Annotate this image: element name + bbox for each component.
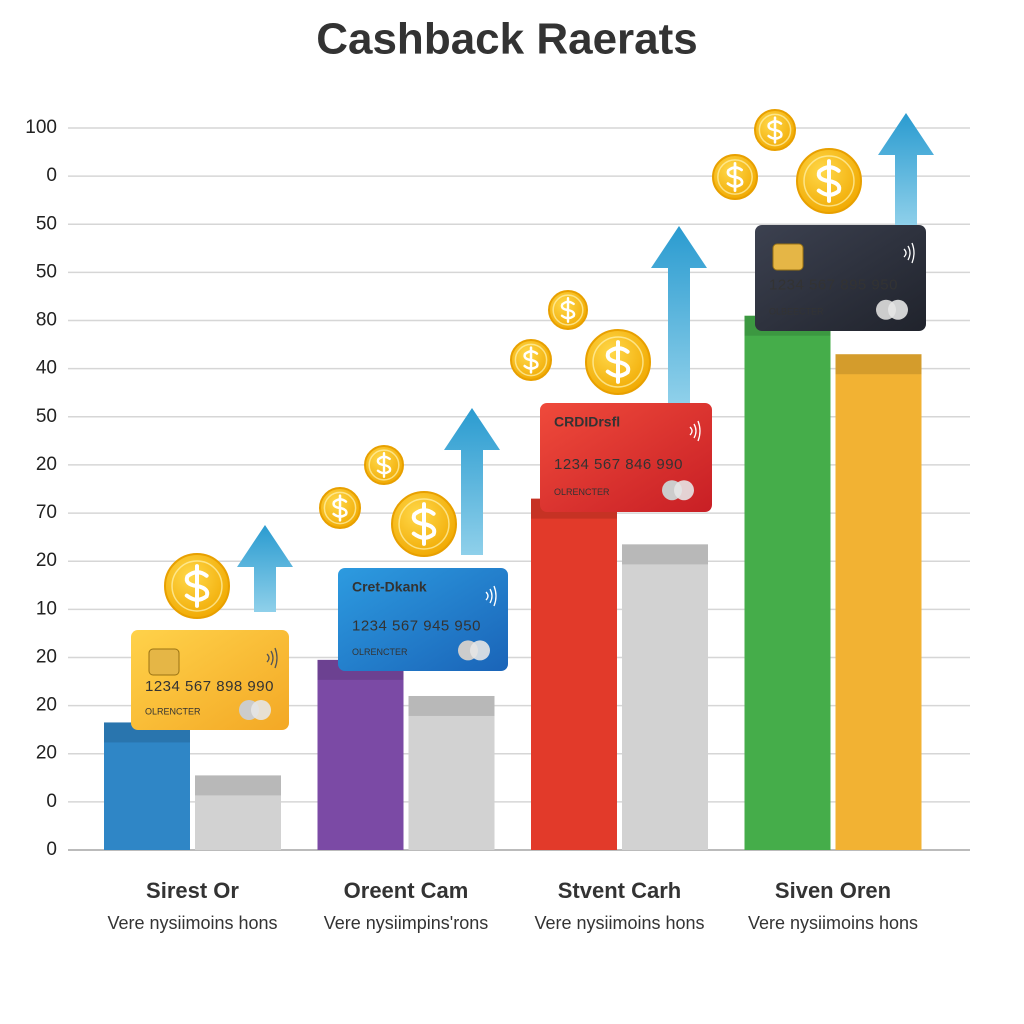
coin-rim: [514, 343, 548, 377]
y-tick-label: 20: [36, 646, 57, 667]
y-tick-label: 0: [46, 839, 57, 860]
card-brand: CRDIDrsfl: [554, 414, 620, 430]
y-tick-label: 10: [36, 598, 57, 619]
bar: [744, 315, 831, 851]
arrow: [444, 408, 500, 555]
coin-symbol: [411, 502, 437, 546]
coin-rim: [323, 491, 357, 525]
card-contactless: [693, 423, 697, 439]
card-number: 1234 567 898 990: [145, 678, 274, 695]
card-contactless: [907, 245, 911, 261]
coin-symbol: [605, 340, 631, 384]
coin-symbol: [726, 161, 744, 193]
bar: [531, 498, 617, 850]
bar-shade: [835, 354, 922, 375]
card-contactless: [274, 647, 278, 669]
x-sub-label: Vere nysiimoins hons: [107, 913, 277, 933]
coin-symbol: [184, 564, 210, 608]
card-holder: OLRENCTER: [145, 706, 201, 716]
bar: [408, 695, 495, 850]
coin-symbol: [816, 159, 842, 203]
card-logo: [251, 700, 271, 720]
card-number: 1234 567 945 950: [352, 618, 481, 635]
card-contactless: [903, 248, 907, 258]
card-logo: [470, 640, 490, 661]
card-contactless: [485, 591, 489, 601]
x-sub-label: Vere nysiimoins hons: [534, 913, 704, 933]
card-contactless: [270, 650, 274, 666]
coin-rim: [803, 155, 855, 207]
coin-rim: [368, 449, 400, 481]
card-holder: OLRENCTER: [554, 487, 610, 497]
bar-shade: [622, 544, 708, 565]
coin-rim: [552, 294, 584, 326]
y-tick-label: 100: [25, 117, 57, 138]
card-chip: [148, 648, 180, 676]
y-tick-label: 0: [46, 165, 57, 186]
y-tick-label: 20: [36, 454, 57, 475]
credit-card: CRDIDrsfl 1234 567 846 990 OLRENCTER: [540, 403, 712, 512]
bar: [622, 544, 708, 850]
x-tick-label: Oreent Cam: [344, 878, 469, 903]
x-sub-label: Vere nysiimpins'rons: [324, 913, 489, 933]
x-tick-label: Sirest Or: [146, 878, 239, 903]
y-tick-label: 50: [36, 213, 57, 234]
coin-rim: [717, 159, 753, 195]
coin-symbol: [523, 346, 539, 374]
coin-symbol: [767, 116, 783, 144]
card-brand: Cret-Dkank: [352, 579, 427, 595]
arrow: [237, 525, 293, 612]
bar: [835, 354, 922, 850]
card-contactless: [911, 242, 915, 264]
card-number: 1234 567 846 990: [554, 456, 683, 473]
y-tick-label: 50: [36, 406, 57, 427]
coin-symbol: [332, 494, 348, 522]
y-tick-label: 20: [36, 695, 57, 716]
y-tick-label: 50: [36, 261, 57, 282]
card-contactless: [697, 420, 701, 442]
coin-rim: [592, 336, 644, 388]
coin-rim: [398, 498, 450, 550]
bar: [104, 722, 190, 850]
card-contactless: [489, 588, 493, 604]
credit-card: 1234 567 895 950 OLBEECTER: [755, 225, 926, 331]
card-chip: [772, 243, 804, 271]
coin-symbol: [376, 452, 392, 478]
x-tick-label: Siven Oren: [775, 878, 891, 903]
bar-shade: [408, 695, 495, 716]
arrow: [651, 226, 707, 403]
bar: [195, 775, 281, 850]
credit-card: Cret-Dkank 1234 567 945 950 OLRENCTER: [338, 568, 508, 671]
y-tick-label: 40: [36, 358, 57, 379]
card-contactless: [493, 585, 497, 607]
bar-shade: [195, 775, 281, 796]
card-logo: [674, 480, 694, 501]
card-contactless: [689, 426, 693, 436]
y-tick-label: 0: [46, 791, 57, 812]
credit-card: 1234 567 898 990 OLRENCTER: [131, 630, 289, 730]
x-sub-label: Vere nysiimoins hons: [748, 913, 918, 933]
y-tick-label: 20: [36, 743, 57, 764]
card-contactless: [266, 653, 270, 663]
coin-rim: [171, 560, 223, 612]
coin-symbol: [560, 297, 576, 323]
card-logo: [888, 299, 908, 320]
y-tick-label: 80: [36, 310, 57, 331]
x-tick-label: Stvent Carh: [558, 878, 681, 903]
card-number: 1234 567 895 950: [769, 276, 898, 293]
y-tick-label: 20: [36, 550, 57, 571]
arrow: [878, 113, 934, 226]
coin-rim: [758, 113, 792, 147]
y-tick-label: 70: [36, 502, 57, 523]
chart-title: Cashback Raerats: [316, 15, 698, 64]
bar: [317, 659, 404, 850]
card-holder: OLBEECTER: [769, 306, 824, 316]
card-holder: OLRENCTER: [352, 647, 408, 657]
